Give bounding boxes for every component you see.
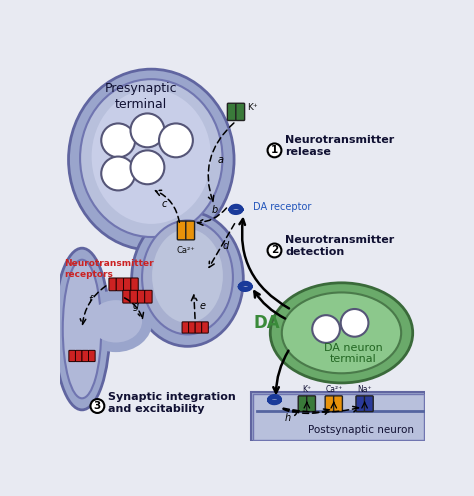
FancyBboxPatch shape xyxy=(131,278,138,291)
FancyBboxPatch shape xyxy=(195,322,202,333)
Text: h: h xyxy=(284,413,291,424)
Text: d: d xyxy=(222,241,228,251)
FancyBboxPatch shape xyxy=(186,221,194,240)
Text: Neurotransmitter
release: Neurotransmitter release xyxy=(285,135,394,157)
Text: e: e xyxy=(199,301,205,311)
Circle shape xyxy=(267,244,282,257)
Ellipse shape xyxy=(80,79,222,237)
Text: b: b xyxy=(211,205,218,215)
Text: 3: 3 xyxy=(94,401,101,411)
Text: a: a xyxy=(218,155,224,165)
Ellipse shape xyxy=(69,69,234,250)
Text: Na⁺: Na⁺ xyxy=(357,385,372,394)
FancyBboxPatch shape xyxy=(236,103,245,121)
Text: DA receptor: DA receptor xyxy=(253,202,311,212)
FancyBboxPatch shape xyxy=(307,396,316,412)
FancyBboxPatch shape xyxy=(325,396,334,412)
Bar xyxy=(251,392,425,441)
Ellipse shape xyxy=(270,283,413,383)
Ellipse shape xyxy=(63,260,101,398)
Text: DA neuron
terminal: DA neuron terminal xyxy=(324,343,383,365)
FancyBboxPatch shape xyxy=(116,278,124,291)
Text: Ca²⁺: Ca²⁺ xyxy=(177,246,195,255)
FancyBboxPatch shape xyxy=(177,221,186,240)
FancyBboxPatch shape xyxy=(130,290,137,303)
Text: Ca²⁺: Ca²⁺ xyxy=(325,385,342,394)
Text: Presynaptic
terminal: Presynaptic terminal xyxy=(105,82,178,111)
Text: K⁺: K⁺ xyxy=(302,385,311,394)
Ellipse shape xyxy=(152,229,223,323)
FancyBboxPatch shape xyxy=(228,103,236,121)
Ellipse shape xyxy=(55,248,109,410)
FancyBboxPatch shape xyxy=(82,350,89,362)
Ellipse shape xyxy=(91,89,211,224)
FancyBboxPatch shape xyxy=(124,278,131,291)
FancyBboxPatch shape xyxy=(109,278,116,291)
Text: Neurotransmitter
receptors: Neurotransmitter receptors xyxy=(64,259,154,279)
Text: f: f xyxy=(88,295,91,305)
Text: 2: 2 xyxy=(271,246,278,255)
FancyBboxPatch shape xyxy=(365,396,373,412)
Circle shape xyxy=(267,143,282,157)
FancyBboxPatch shape xyxy=(334,396,342,412)
Circle shape xyxy=(91,399,104,413)
Circle shape xyxy=(159,124,193,157)
Ellipse shape xyxy=(132,212,243,346)
Circle shape xyxy=(101,157,135,190)
Bar xyxy=(253,394,424,440)
Ellipse shape xyxy=(79,291,153,352)
Circle shape xyxy=(101,124,135,157)
FancyBboxPatch shape xyxy=(189,322,195,333)
Circle shape xyxy=(312,315,340,343)
Text: c: c xyxy=(162,199,167,209)
Circle shape xyxy=(130,114,164,147)
FancyBboxPatch shape xyxy=(89,350,95,362)
Ellipse shape xyxy=(142,220,233,334)
Ellipse shape xyxy=(90,300,142,343)
FancyBboxPatch shape xyxy=(356,396,365,412)
FancyBboxPatch shape xyxy=(145,290,152,303)
FancyBboxPatch shape xyxy=(182,322,189,333)
FancyBboxPatch shape xyxy=(69,350,75,362)
Text: K⁺: K⁺ xyxy=(247,103,257,112)
Text: DA: DA xyxy=(254,314,280,332)
Text: Postsynaptic neuron: Postsynaptic neuron xyxy=(308,425,414,435)
FancyBboxPatch shape xyxy=(123,290,130,303)
Text: 1: 1 xyxy=(271,145,278,155)
FancyBboxPatch shape xyxy=(75,350,82,362)
Text: g: g xyxy=(133,301,139,311)
FancyBboxPatch shape xyxy=(202,322,208,333)
Circle shape xyxy=(130,150,164,184)
FancyBboxPatch shape xyxy=(298,396,307,412)
Text: Synaptic integration
and excitability: Synaptic integration and excitability xyxy=(108,392,236,414)
FancyBboxPatch shape xyxy=(137,290,145,303)
Text: Neurotransmitter
detection: Neurotransmitter detection xyxy=(285,235,394,256)
Ellipse shape xyxy=(282,293,401,373)
Circle shape xyxy=(341,309,368,337)
